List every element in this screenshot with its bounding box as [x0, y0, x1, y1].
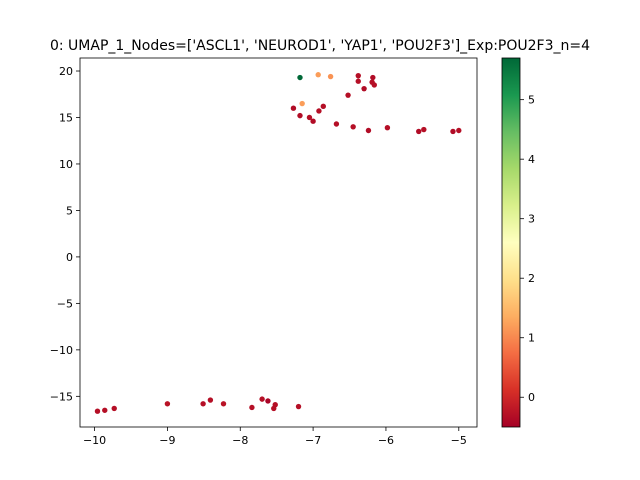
- y-tick-label: 10: [59, 158, 73, 171]
- y-axis: −15 −10 −5 0 5 10 15 20: [50, 65, 80, 403]
- data-point: [295, 403, 302, 410]
- colorbar-tick-label: 5: [528, 94, 535, 107]
- data-point: [370, 74, 376, 81]
- data-point: [350, 124, 356, 130]
- colorbar-tick-label: 1: [528, 332, 535, 345]
- plot-frame: [79, 57, 478, 428]
- data-point: [315, 72, 321, 78]
- x-tick-label: −9: [159, 434, 175, 447]
- colorbar-tick-label: 0: [528, 391, 535, 404]
- data-point: [355, 78, 361, 84]
- data-point: [371, 82, 377, 88]
- data-point: [384, 125, 391, 131]
- chart-title: 0: UMAP_1_Nodes=['ASCL1', 'NEUROD1', 'YA…: [50, 38, 590, 54]
- data-point: [94, 408, 101, 414]
- data-point: [421, 126, 427, 133]
- data-point: [416, 128, 422, 135]
- y-tick-label: 20: [59, 65, 73, 78]
- data-point: [207, 397, 214, 403]
- x-tick-label: −8: [232, 434, 248, 447]
- colorbar: [501, 57, 521, 428]
- data-point: [297, 74, 303, 81]
- data-point: [271, 405, 277, 412]
- data-point: [365, 127, 372, 134]
- y-tick-label: 15: [59, 111, 73, 124]
- colorbar-ticks: 0 1 2 3 4 5: [520, 94, 535, 404]
- x-tick-label: −10: [83, 434, 106, 447]
- data-point: [265, 398, 271, 404]
- data-point: [355, 72, 361, 79]
- data-point: [220, 401, 227, 407]
- data-point: [102, 407, 108, 413]
- x-axis: −10 −9 −8 −7 −6 −5: [83, 427, 467, 447]
- data-point: [345, 92, 351, 98]
- y-tick-label: −5: [57, 297, 73, 310]
- x-tick-label: −6: [378, 434, 394, 447]
- y-tick-label: −15: [50, 390, 73, 403]
- data-point: [320, 103, 326, 110]
- data-point: [200, 401, 206, 407]
- data-point: [333, 121, 340, 127]
- data-point: [259, 396, 265, 402]
- data-point: [450, 128, 456, 135]
- data-point: [456, 127, 462, 134]
- data-point: [111, 405, 117, 412]
- data-point: [316, 108, 322, 114]
- y-tick-label: −10: [50, 344, 73, 357]
- data-point: [290, 105, 297, 111]
- data-point: [164, 401, 171, 407]
- x-tick-label: −7: [305, 434, 321, 447]
- data-point: [297, 112, 303, 119]
- data-point: [310, 118, 316, 124]
- colorbar-tick-label: 3: [528, 213, 535, 226]
- scatter-points: [94, 72, 462, 414]
- colorbar-tick-label: 2: [528, 272, 535, 285]
- x-tick-label: −5: [451, 434, 467, 447]
- data-point: [249, 404, 255, 411]
- data-point: [299, 100, 305, 107]
- colorbar-tick-label: 4: [528, 153, 535, 166]
- data-point: [327, 73, 334, 80]
- y-tick-label: 0: [66, 251, 73, 264]
- y-tick-label: 5: [66, 204, 73, 217]
- data-point: [361, 85, 367, 92]
- data-point: [306, 114, 313, 121]
